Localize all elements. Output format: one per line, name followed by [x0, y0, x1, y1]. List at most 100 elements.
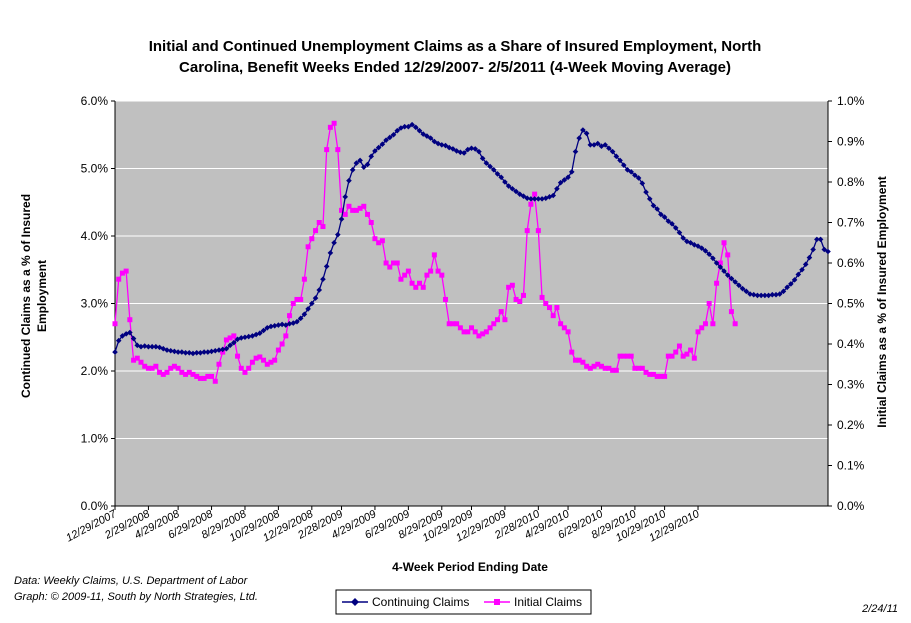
- data-point: [646, 196, 653, 202]
- data-point: [513, 188, 519, 195]
- data-point: [461, 150, 467, 156]
- data-point: [301, 311, 308, 318]
- data-point: [802, 261, 809, 268]
- data-point: [698, 245, 705, 251]
- data-point: [639, 180, 646, 187]
- data-point: [587, 365, 593, 371]
- data-point: [617, 157, 623, 164]
- data-point: [706, 251, 712, 258]
- data-point: [413, 284, 419, 290]
- data-point: [728, 275, 735, 282]
- data-point: [498, 309, 504, 315]
- data-point: [257, 330, 263, 336]
- data-point: [810, 246, 816, 253]
- right-tick-label: 0.0%: [837, 499, 865, 513]
- data-point: [554, 305, 560, 311]
- legend-box: [335, 589, 592, 615]
- data-point: [160, 371, 166, 377]
- data-point: [672, 225, 679, 231]
- data-point: [662, 373, 668, 379]
- data-point: [339, 207, 345, 213]
- data-point: [134, 355, 140, 361]
- data-point: [494, 317, 500, 323]
- data-point: [724, 272, 731, 278]
- left-tick-label: 1.0%: [81, 432, 109, 446]
- data-point: [372, 236, 378, 242]
- data-point: [454, 321, 460, 327]
- data-point: [283, 333, 289, 339]
- data-point: [149, 365, 155, 371]
- data-point: [290, 301, 296, 306]
- data-point: [620, 162, 627, 168]
- data-point: [714, 280, 720, 286]
- data-point: [465, 329, 471, 335]
- data-point: [472, 146, 479, 152]
- data-point: [565, 174, 571, 181]
- data-point: [216, 347, 222, 353]
- data-point: [153, 363, 159, 369]
- data-point: [706, 301, 712, 306]
- right-tick-label: 0.4%: [837, 337, 865, 351]
- data-point: [115, 337, 122, 344]
- data-point: [814, 236, 820, 243]
- data-point: [208, 348, 215, 355]
- data-point: [190, 371, 196, 377]
- data-point: [610, 367, 616, 373]
- data-point: [628, 169, 634, 175]
- data-point: [598, 143, 605, 150]
- data-point: [171, 363, 177, 369]
- data-point: [476, 148, 482, 155]
- right-tick-label: 1.0%: [837, 94, 865, 108]
- data-point: [443, 296, 449, 302]
- data-point: [636, 365, 642, 371]
- data-point: [197, 375, 203, 381]
- data-point: [361, 203, 367, 209]
- data-point: [379, 141, 386, 147]
- data-point: [127, 317, 133, 323]
- data-point: [517, 298, 523, 304]
- left-axis-ticks: 0.0% 1.0% 2.0% 3.0% 4.0% 5.0% 6.0%: [81, 94, 116, 513]
- data-point: [309, 300, 315, 307]
- data-point: [391, 260, 397, 266]
- data-point: [342, 211, 348, 217]
- data-point: [186, 349, 193, 356]
- right-tick-label: 0.9%: [837, 135, 865, 149]
- data-point: [688, 347, 694, 353]
- data-point: [405, 123, 412, 130]
- data-point: [190, 350, 196, 357]
- legend-continuing-marker: [351, 598, 359, 606]
- data-point: [524, 228, 530, 234]
- data-point: [669, 353, 675, 359]
- data-point: [387, 264, 393, 270]
- data-point: [520, 193, 527, 199]
- data-point: [453, 148, 460, 154]
- data-point: [383, 260, 389, 266]
- data-point: [372, 148, 378, 154]
- data-point: [405, 268, 411, 274]
- data-point: [286, 320, 293, 327]
- data-point: [765, 292, 772, 299]
- data-point: [632, 172, 638, 179]
- data-point: [595, 361, 601, 367]
- data-point: [327, 124, 333, 130]
- data-point: [312, 295, 319, 301]
- data-point: [438, 142, 445, 148]
- data-point: [298, 296, 304, 302]
- data-point: [747, 291, 753, 297]
- data-point: [468, 145, 475, 152]
- data-point: [509, 282, 515, 288]
- series-continuing-claims: [112, 121, 831, 357]
- data-point: [710, 255, 716, 262]
- data-point: [480, 331, 486, 337]
- data-point: [272, 357, 278, 363]
- data-point: [568, 169, 575, 175]
- data-point: [524, 195, 531, 201]
- x-axis-ticks: 12/29/20072/29/20084/29/20086/29/20088/2…: [64, 505, 828, 544]
- series-layer: [112, 120, 831, 384]
- data-point: [175, 365, 181, 371]
- data-point: [153, 343, 159, 350]
- data-point: [193, 349, 200, 356]
- data-point: [194, 373, 200, 379]
- data-point: [238, 365, 244, 371]
